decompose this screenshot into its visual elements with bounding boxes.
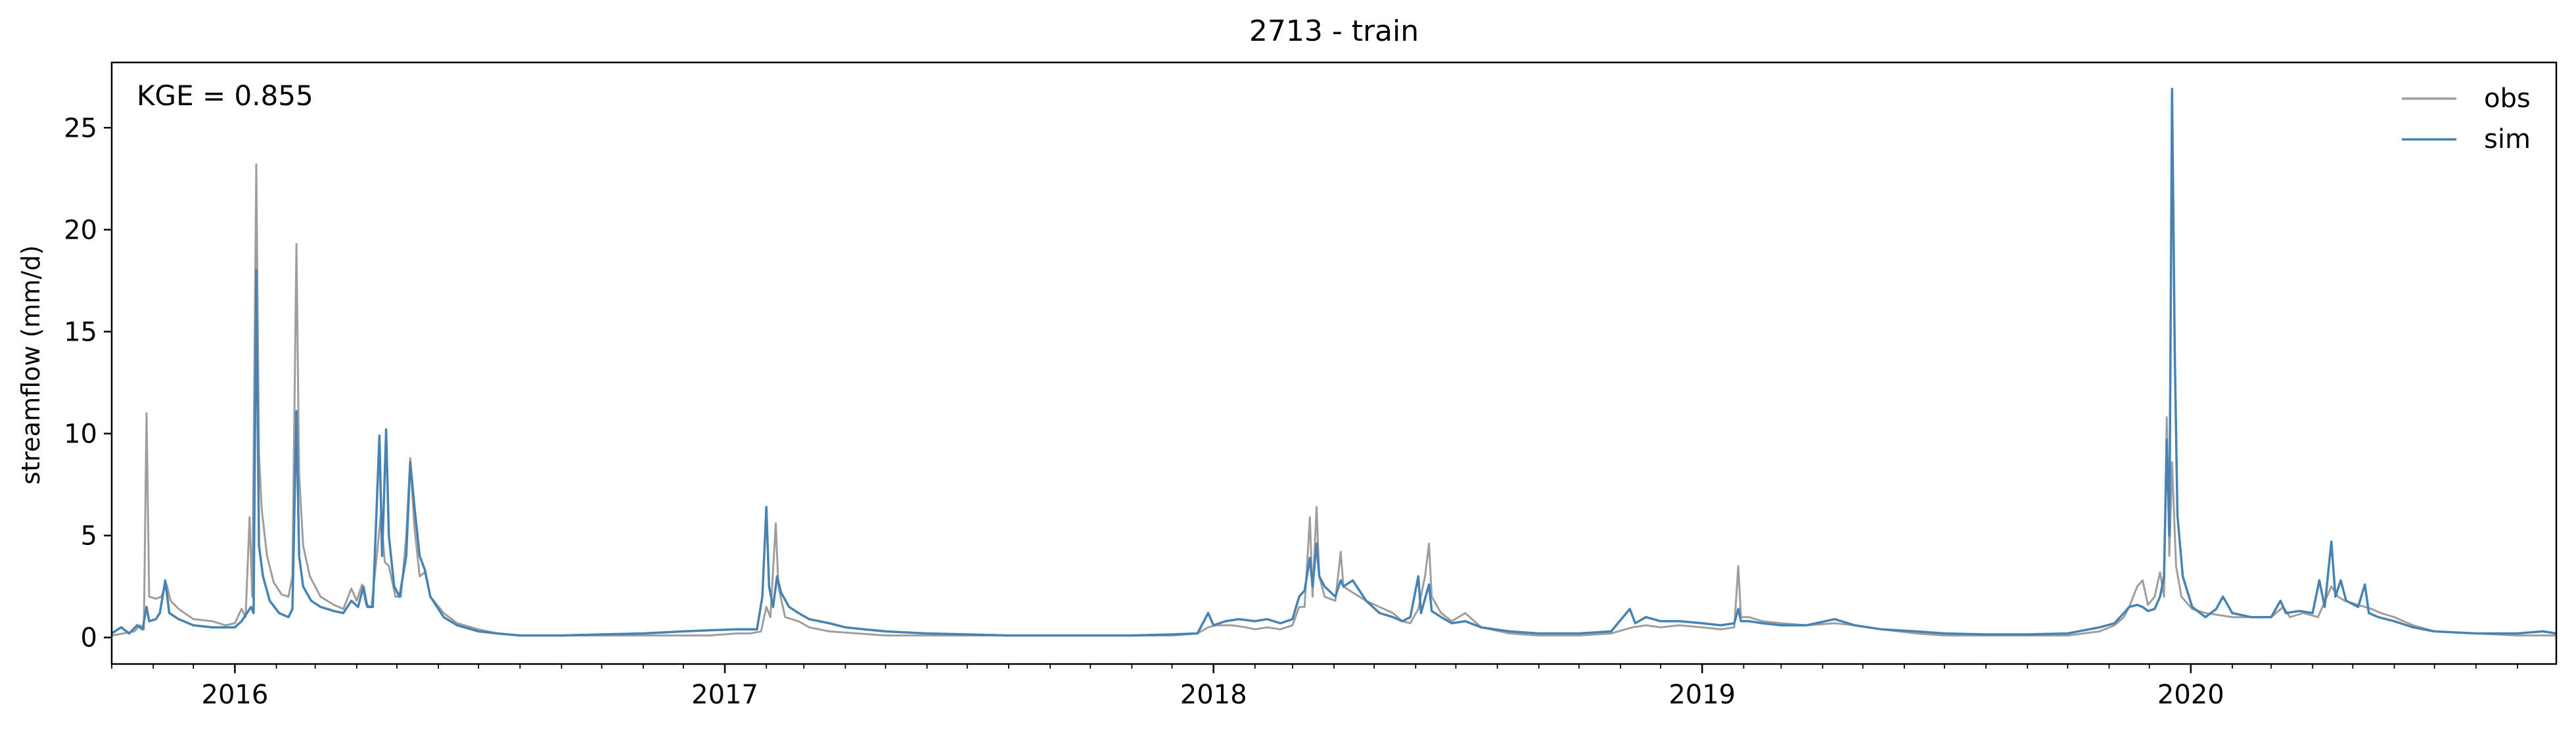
x-tick-label: 2016 (202, 680, 269, 710)
legend-obs-label: obs (2484, 83, 2531, 114)
y-tick-label: 0 (81, 623, 97, 653)
series-line-sim (111, 87, 2557, 637)
y-axis-ticks: 0 5 10 15 20 25 (64, 113, 112, 653)
y-tick-label: 10 (64, 419, 97, 450)
y-tick-label: 25 (64, 113, 97, 143)
y-tick-label: 20 (64, 215, 97, 245)
y-tick-label: 15 (64, 317, 97, 347)
x-axis-ticks: 2016 2017 2018 2019 2020 (111, 664, 2518, 710)
legend-sim-label: sim (2484, 124, 2531, 154)
plot-frame (110, 61, 2558, 665)
x-tick-label: 2019 (1668, 680, 1736, 710)
chart-title: 2713 - train (1249, 14, 1419, 48)
x-tick-label: 2017 (691, 680, 758, 710)
y-tick-label: 5 (81, 521, 97, 552)
y-axis-label: streamflow (mm/d) (16, 245, 45, 485)
plot-area (111, 87, 2557, 637)
kge-annotation: KGE = 0.855 (137, 80, 313, 112)
legend: obs sim (2402, 83, 2531, 154)
series-line-obs (111, 163, 2556, 637)
x-tick-label: 2020 (2157, 680, 2224, 710)
x-tick-label: 2018 (1180, 680, 1247, 710)
